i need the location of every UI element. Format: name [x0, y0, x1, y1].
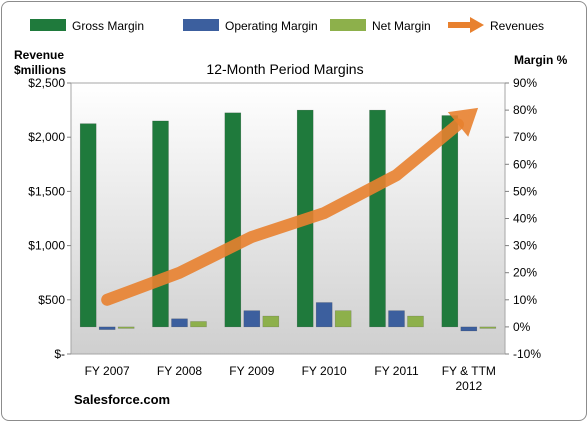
right-tick-label: 70% [513, 130, 537, 144]
right-tick-label: -10% [513, 347, 541, 361]
net-margin-bar [117, 326, 135, 329]
legend: Gross Margin Operating Margin Net Margin… [30, 17, 544, 33]
right-tick-label: 20% [513, 266, 537, 280]
chart-title: 12-Month Period Margins [206, 61, 363, 77]
right-tick-label: 30% [513, 239, 537, 253]
gross-margin-bar [152, 120, 169, 328]
right-axis-title: Margin % [514, 53, 568, 67]
operating-margin-bar [460, 326, 478, 332]
left-tick-label: $2,500 [28, 76, 65, 90]
category-axis: FY 2007 FY 2008 FY 2009 FY 2010 FY 2011 FY & … [85, 364, 496, 393]
category-label: FY 2010 [302, 364, 347, 378]
source-label: Salesforce.com [74, 392, 170, 407]
legend-gross-label: Gross Margin [72, 19, 144, 33]
right-tick-label: 0% [513, 320, 531, 334]
gross-margin-bar [224, 112, 242, 328]
operating-margin-bar [315, 302, 333, 328]
left-tick-label: $1,000 [28, 239, 65, 253]
operating-margin-bar [388, 310, 405, 328]
left-axis-title-line1: Revenue [14, 48, 64, 62]
left-tick-label: $2,000 [28, 130, 65, 144]
revenue-line [101, 118, 465, 306]
revenue-series [101, 107, 479, 306]
left-tick-label: $- [54, 347, 65, 361]
gross-margin-bar [369, 109, 386, 328]
right-tick-label: 50% [513, 184, 537, 198]
left-tick-label: $500 [38, 293, 65, 307]
net-margin-bar [190, 321, 207, 328]
category-label: FY & TTM [442, 364, 496, 378]
legend-gross-swatch [30, 19, 66, 31]
category-label: FY 2008 [157, 364, 202, 378]
gross-margin-bar [441, 115, 459, 328]
right-tick-label: 90% [513, 76, 537, 90]
net-margin-bar [479, 326, 497, 329]
left-tick-label: $1,500 [28, 184, 65, 198]
net-margin-bar [334, 310, 352, 328]
operating-margin-bar [98, 326, 116, 330]
legend-net-label: Net Margin [372, 19, 431, 33]
left-axis-title-line2: $millions [14, 63, 66, 77]
net-margin-bar [407, 315, 424, 328]
legend-revenue-label: Revenues [490, 19, 544, 33]
category-label: FY 2009 [229, 364, 274, 378]
category-label: FY 2007 [85, 364, 130, 378]
operating-margin-bar [243, 310, 261, 328]
operating-margin-bar [171, 318, 188, 328]
legend-operating-label: Operating Margin [225, 19, 318, 33]
right-tick-label: 80% [513, 103, 537, 117]
left-axis: $- $500 $1,000 $1,500 $2,000 $2,500 [28, 76, 71, 361]
legend-revenue-arrow-icon [448, 17, 484, 33]
revenue-arrowhead [447, 107, 479, 137]
bar-series [79, 109, 497, 332]
category-label: FY 2011 [374, 364, 419, 378]
right-axis: -10% 0% 10% 20% 30% 40% 50% 60% 70% 80% 90% [505, 76, 541, 361]
category-label: 2012 [455, 379, 482, 393]
net-margin-bar [262, 315, 280, 328]
right-tick-label: 40% [513, 212, 537, 226]
legend-operating-swatch [183, 19, 219, 31]
plot-area [70, 82, 506, 355]
right-tick-label: 60% [513, 157, 537, 171]
legend-net-swatch [330, 19, 366, 31]
right-tick-label: 10% [513, 293, 537, 307]
gross-margin-bar [79, 123, 97, 328]
